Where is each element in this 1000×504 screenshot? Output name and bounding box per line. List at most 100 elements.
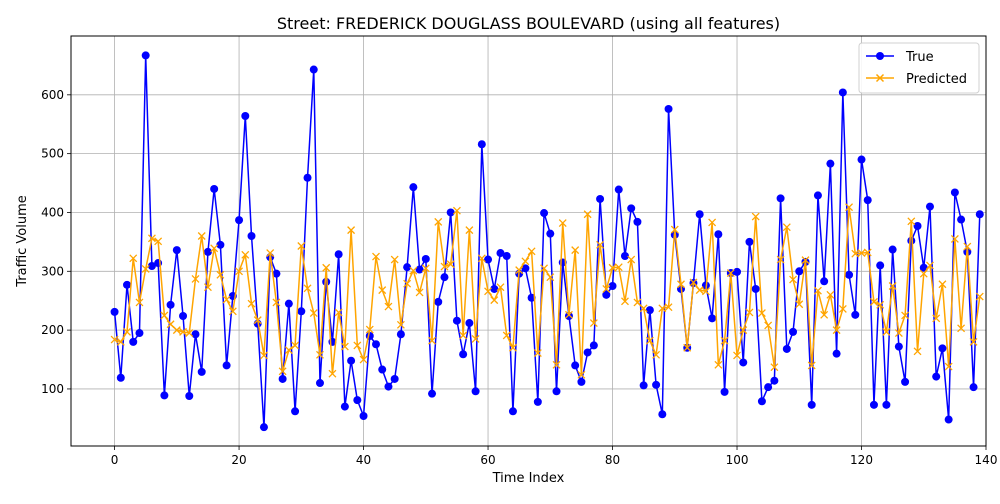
data-point-true [403,263,412,272]
data-point-true [390,374,399,383]
data-point-true [832,349,841,358]
data-point-true [210,184,219,193]
data-point-true [820,277,829,286]
data-point-predicted [608,263,617,272]
data-point-true [446,208,455,217]
data-point-true [452,316,461,325]
data-point-predicted [820,310,829,319]
data-point-true [969,383,978,392]
data-point-predicted [421,264,430,273]
data-point-true [564,312,573,320]
data-point-predicted [571,246,580,255]
data-point-predicted [677,280,685,289]
data-point-predicted [123,327,131,336]
data-point-true [166,300,175,309]
data-point-predicted [502,331,511,340]
data-point-predicted [645,336,654,345]
data-point-true [876,261,885,270]
data-point-predicted [658,304,667,313]
data-point-true [639,381,648,390]
data-point-true [857,155,866,164]
data-point-true [901,377,910,386]
legend-true-label: True [905,50,934,65]
data-point-true [496,249,505,258]
y-axis-label: Traffic Volume [15,195,30,288]
data-point-true [353,396,362,405]
data-point-predicted [415,288,424,297]
data-point-predicted [216,270,225,279]
chart-title: Street: FREDERICK DOUGLASS BOULEVARD (us… [277,14,780,33]
data-point-true [415,265,424,274]
x-tick-label: 0 [111,453,119,467]
data-point-predicted [633,298,642,307]
data-point-predicted [459,331,468,340]
data-point-predicted [434,217,443,226]
data-point-predicted [428,336,436,345]
data-point-predicted [701,287,710,296]
data-point-predicted [166,320,175,329]
data-point-predicted [913,347,922,356]
data-point-predicted [907,217,916,226]
legend-predicted-marker [875,73,885,83]
plot-frame [70,35,987,447]
data-point-predicted [297,242,306,250]
data-point-true [110,307,119,316]
x-tick-label: 120 [850,453,873,467]
x-tick-label: 100 [726,453,749,467]
data-point-predicted [154,237,163,246]
data-point-predicted [957,324,966,333]
data-point-predicted [365,325,374,334]
y-tick-label: 100 [41,382,64,396]
data-point-predicted [508,343,517,352]
series-markers-true [110,51,984,432]
data-point-true [471,387,480,396]
data-point-true [888,245,897,254]
data-point-true [695,210,704,219]
data-point-predicted [521,257,530,266]
data-point-predicted [409,266,418,275]
data-point-true [272,269,281,278]
data-point-predicted [540,264,549,273]
data-point-true [247,232,256,240]
data-point-true [172,246,181,255]
data-point-true [160,391,169,400]
data-point-predicted [764,321,773,330]
data-point-predicted [247,299,256,308]
data-point-predicted [496,283,505,292]
data-point-true [552,387,561,396]
data-point-predicted [316,350,324,359]
data-point-predicted [440,262,449,271]
data-point-predicted [477,254,486,263]
data-point-predicted [527,247,536,256]
data-point-true [197,367,206,376]
data-point-predicted [596,240,605,249]
data-point-true [309,65,318,74]
data-point-predicted [390,255,399,264]
data-point-true [925,202,934,211]
data-point-predicted [179,327,187,336]
data-point-predicted [894,329,903,338]
y-tick-label: 400 [41,205,64,219]
data-point-true [259,423,268,432]
data-point-true [932,372,941,381]
data-point-predicted [116,337,125,346]
data-point-true [751,284,760,293]
data-point-true [733,267,742,276]
data-point-predicted [602,284,611,293]
data-point-true [620,252,629,260]
data-point-predicted [484,287,492,296]
data-point-predicted [652,350,661,359]
data-point-true [179,312,188,320]
x-axis-label: Time Index [492,471,565,486]
x-tick-label: 40 [356,453,371,467]
data-point-true [776,194,785,203]
data-point-predicted [278,367,287,376]
data-point-predicted [546,273,555,282]
data-point-true [378,365,387,374]
data-point-true [521,264,530,273]
data-point-predicted [901,311,910,320]
data-point-true [533,397,542,406]
data-point-predicted [757,309,766,318]
data-point-predicted [745,308,754,317]
data-point-predicted [838,304,847,313]
